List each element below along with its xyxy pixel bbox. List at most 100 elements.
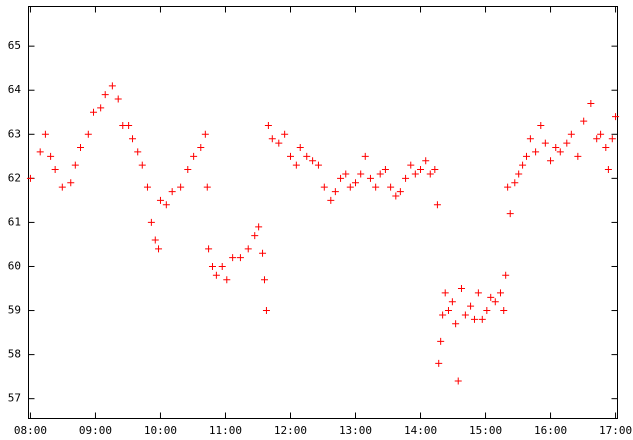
point	[500, 307, 508, 315]
point	[448, 298, 456, 306]
point	[255, 223, 263, 231]
point	[71, 161, 79, 169]
point	[537, 121, 545, 129]
point	[387, 183, 395, 191]
point	[411, 170, 419, 178]
point	[474, 289, 482, 297]
x-tick-label: 17:00	[599, 424, 632, 437]
point	[407, 161, 415, 169]
point	[435, 359, 443, 367]
x-tick-label: 11:00	[209, 424, 242, 437]
point	[580, 117, 588, 125]
point	[487, 293, 495, 301]
point	[552, 144, 560, 152]
point	[212, 271, 220, 279]
point	[201, 130, 209, 138]
point	[303, 152, 311, 160]
y-tick-label: 65	[8, 39, 21, 52]
point	[114, 95, 122, 103]
point	[262, 307, 270, 315]
x-tick-label: 12:00	[274, 424, 307, 437]
point	[259, 249, 267, 257]
point	[58, 183, 66, 191]
point	[260, 276, 268, 284]
x-tick-label: 09:00	[79, 424, 112, 437]
point	[470, 315, 478, 323]
point	[381, 166, 389, 174]
point	[361, 152, 369, 160]
point	[376, 170, 384, 178]
point	[587, 99, 595, 107]
point	[264, 121, 272, 129]
point	[143, 183, 151, 191]
point	[433, 201, 441, 209]
point	[26, 174, 34, 182]
point	[84, 130, 92, 138]
y-tick-label: 62	[8, 171, 21, 184]
x-tick-label: 16:00	[534, 424, 567, 437]
point	[244, 245, 252, 253]
point	[496, 289, 504, 297]
point	[483, 307, 491, 315]
point	[519, 161, 527, 169]
point	[604, 166, 612, 174]
point	[441, 289, 449, 297]
point	[342, 170, 350, 178]
point	[396, 188, 404, 196]
point	[101, 91, 109, 99]
point	[454, 377, 462, 385]
point	[36, 148, 44, 156]
point	[156, 196, 164, 204]
y-tick-label: 58	[8, 348, 21, 361]
x-tick-label: 08:00	[14, 424, 47, 437]
point	[208, 262, 216, 270]
point	[439, 311, 447, 319]
point	[491, 298, 499, 306]
point	[478, 315, 486, 323]
point	[51, 166, 59, 174]
point	[467, 302, 475, 310]
point	[506, 210, 514, 218]
point	[296, 144, 304, 152]
point	[147, 218, 155, 226]
point	[522, 152, 530, 160]
point	[77, 144, 85, 152]
point	[197, 144, 205, 152]
point	[168, 188, 176, 196]
point	[532, 148, 540, 156]
point	[357, 170, 365, 178]
y-tick-label: 61	[8, 215, 21, 228]
point	[502, 271, 510, 279]
y-tick-label: 57	[8, 392, 21, 405]
point	[567, 130, 575, 138]
point	[574, 152, 582, 160]
point	[268, 135, 276, 143]
point	[426, 170, 434, 178]
point	[417, 166, 425, 174]
point	[541, 139, 549, 147]
point	[292, 161, 300, 169]
point	[327, 196, 335, 204]
point	[504, 183, 512, 191]
point	[125, 121, 133, 129]
x-tick-label: 13:00	[339, 424, 372, 437]
point	[190, 152, 198, 160]
x-tick-label: 10:00	[144, 424, 177, 437]
point	[223, 276, 231, 284]
x-tick-label: 14:00	[404, 424, 437, 437]
point	[372, 183, 380, 191]
point	[177, 183, 185, 191]
point	[218, 262, 226, 270]
y-tick-label: 63	[8, 127, 21, 140]
point	[251, 232, 259, 240]
point	[337, 174, 345, 182]
point	[281, 130, 289, 138]
y-tick-label: 64	[8, 83, 22, 96]
point	[138, 161, 146, 169]
point	[392, 192, 400, 200]
point	[236, 254, 244, 262]
point	[151, 236, 159, 244]
point	[134, 148, 142, 156]
point	[346, 183, 354, 191]
